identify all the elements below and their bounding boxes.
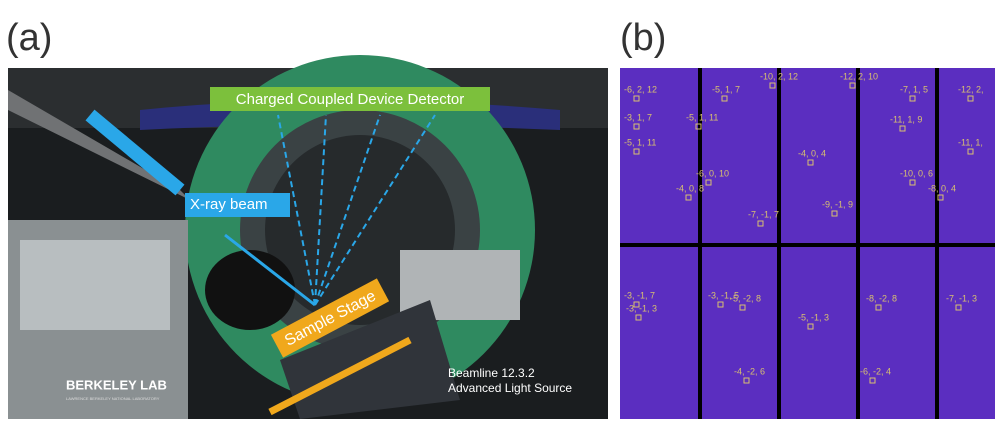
spot-label: -4, 0, 8	[676, 183, 704, 193]
spot-label: -3, -1, 7	[624, 290, 655, 300]
spot-label: -6, 2, 12	[624, 84, 657, 94]
spot-label: -8, 0, 4	[928, 183, 956, 193]
photo-b: -6, 2, 12 -5, 1, 7 -10, 2, 12 -12, 2, 10 -7,…	[620, 68, 995, 419]
beamline-label: Beamline 12.3.2	[448, 366, 535, 380]
spot-label: -5, -2, 8	[730, 293, 761, 303]
logo-sub: LAWRENCE BERKELEY NATIONAL LABORATORY	[66, 396, 160, 401]
logo: BERKELEY LAB	[66, 377, 167, 392]
spot-label: -7, 1, 5	[900, 84, 928, 94]
spot-label: -12, 2, 10	[840, 71, 878, 81]
spot-label: -4, -2, 6	[734, 366, 765, 376]
spot-label: -5, 1, 11	[624, 137, 656, 147]
panel-label: (a)	[6, 17, 52, 59]
spot-label: -4, 0, 4	[798, 148, 826, 158]
panel-label: (b)	[620, 17, 666, 59]
spot-label: -10, 0, 6	[900, 168, 933, 178]
spot-label: -8, -2, 8	[866, 293, 897, 303]
spot-label: -6, -2, 4	[860, 366, 891, 376]
spot-label: -3, 1, 7	[624, 112, 652, 122]
detector-label: Charged Coupled Device Detector	[236, 91, 464, 108]
spot-label: -7, -1, 3	[946, 293, 977, 303]
spot-label: -7, -1, 7	[748, 209, 779, 219]
spot-label: -3, -1, 3	[626, 303, 657, 313]
spot-label: -11, 1,	[958, 137, 983, 147]
spot-label: -11, 1, 9	[890, 114, 922, 124]
photo-a: Charged Coupled Device Detector X-ray be…	[8, 55, 608, 419]
spot-label: -5, 1, 7	[712, 84, 740, 94]
figure: (a) (b) Charged Coupled Device Detector …	[0, 0, 995, 419]
spot-label: -12, 2,	[958, 84, 984, 94]
spot-label: -5, -1, 3	[798, 312, 829, 322]
beam-label: X-ray beam	[190, 196, 268, 213]
source-label: Advanced Light Source	[448, 381, 572, 395]
spot-label: -9, -1, 9	[822, 199, 853, 209]
spot-label: -6, 0, 10	[696, 168, 729, 178]
spot-label: -5, 1, 11	[686, 112, 718, 122]
spot-label: -10, 2, 12	[760, 71, 798, 81]
